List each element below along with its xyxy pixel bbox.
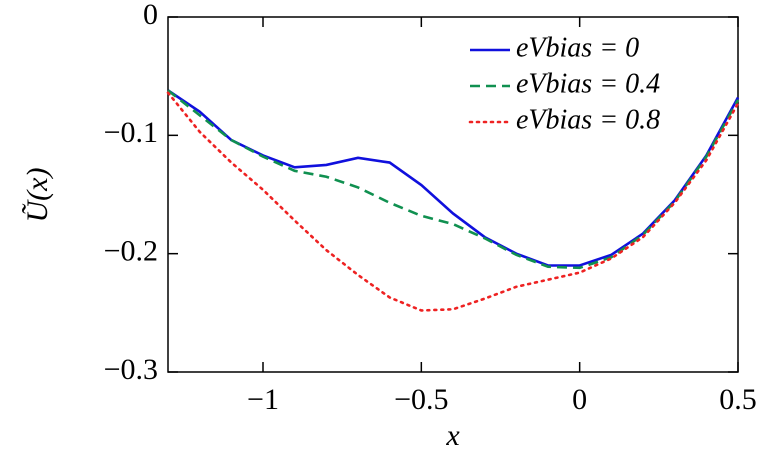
y-tick-label: −0.3 <box>104 353 158 386</box>
x-axis-label: x <box>445 419 460 452</box>
series-line <box>167 89 740 270</box>
plot-frame <box>167 16 739 373</box>
series-line <box>166 91 740 312</box>
legend-label: eVbias = 0.8 <box>516 104 660 135</box>
y-tick-label: 0 <box>143 0 158 31</box>
x-tick-label: 0.5 <box>719 383 757 416</box>
legend-label: eVbias = 0 <box>516 32 639 63</box>
x-tick-label: 0 <box>572 383 587 416</box>
x-tick-label: −1 <box>247 383 279 416</box>
y-tick-label: −0.2 <box>104 235 158 268</box>
legend-label: eVbias = 0.4 <box>516 68 660 99</box>
y-axis-label: Ũ(x) <box>21 168 54 223</box>
x-tick-label: −0.5 <box>394 383 448 416</box>
y-tick-label: −0.1 <box>104 116 158 149</box>
